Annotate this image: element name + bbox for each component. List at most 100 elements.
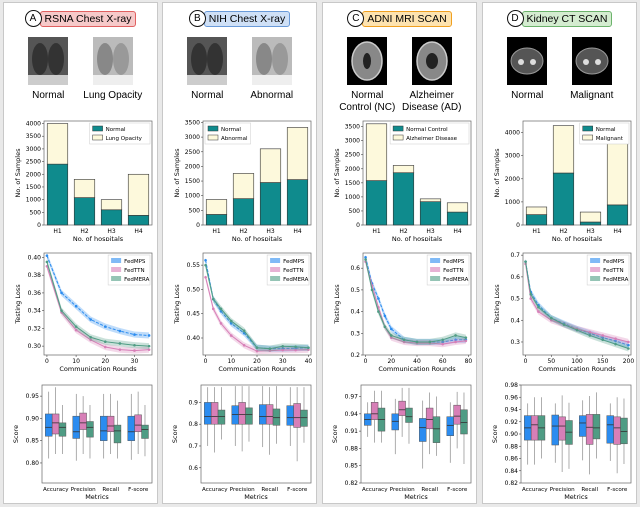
sample-image: Normal xyxy=(496,37,558,102)
box-Accuracy-FedTTN xyxy=(370,390,379,443)
point-FedTTN xyxy=(268,349,272,352)
y-tick-label: 0.6 xyxy=(188,465,198,472)
point-FedMERA xyxy=(281,344,285,348)
box-Accuracy-FedMERA xyxy=(537,397,546,459)
bar-H2-normal xyxy=(73,197,96,226)
line-FedTTN xyxy=(46,266,150,352)
point-FedMERA xyxy=(454,334,457,337)
y-tick-label: 0.40 xyxy=(187,335,201,342)
x-axis-label: No. of hospitals xyxy=(73,235,124,241)
bar-H4-alzheimer-disease xyxy=(446,202,469,213)
box-F-score-FedMERA xyxy=(300,387,308,443)
y-tick-label: 4000 xyxy=(505,130,520,137)
y-axis-label: Testing Loss xyxy=(493,284,501,325)
point-FedMERA xyxy=(524,260,527,263)
y-tick-label: 0.96 xyxy=(505,394,519,401)
legend-label: FedTTN xyxy=(443,268,463,274)
y-axis-label: Score xyxy=(491,425,499,443)
y-tick-label: 0.6 xyxy=(350,265,360,272)
legend-label: Normal xyxy=(221,127,241,133)
point-FedMERA xyxy=(537,305,540,309)
box-Precision-FedTTN xyxy=(398,387,406,437)
sample-image-label: Lung Opacity xyxy=(83,90,143,101)
xray-scan-image xyxy=(251,37,292,85)
x-tick-label: Accuracy xyxy=(43,487,69,493)
point-FedMPS xyxy=(133,333,136,336)
y-tick-label: 0.82 xyxy=(345,480,359,487)
legend-swatch xyxy=(270,267,281,272)
x-tick-label: 150 xyxy=(597,358,609,365)
box-Precision-FedMPS xyxy=(391,398,399,455)
point-FedMERA xyxy=(268,347,272,350)
box-Recall-FedTTN xyxy=(265,387,274,455)
x-axis-label: Communication Rounds xyxy=(218,365,296,373)
legend-swatch xyxy=(207,134,219,141)
bar-chart: H1 H2 H3 H4 0 500 1000 1500 2000 2500 3000 3500 No. … xyxy=(173,119,312,241)
point-FedTTN xyxy=(229,334,233,337)
x-axis-label: Metrics xyxy=(564,493,588,501)
y-tick-label: 2000 xyxy=(185,163,200,170)
legend-label: FedMERA xyxy=(124,277,150,283)
box-Recall-FedMERA xyxy=(113,400,122,459)
y-tick-label: 500 xyxy=(30,209,42,216)
xray-scan-image xyxy=(187,37,228,85)
x-tick-label: H4 xyxy=(453,228,462,235)
point-FedTTN xyxy=(601,334,605,337)
bar-H3-alzheimer-disease xyxy=(419,198,442,202)
legend-label: FedTTN xyxy=(603,268,623,274)
y-tick-label: 0.88 xyxy=(505,443,519,450)
y-tick-label: 0.36 xyxy=(28,290,42,297)
bar-H3-malignant xyxy=(579,211,602,223)
x-axis-label: Communication Rounds xyxy=(59,365,137,373)
plot-frame xyxy=(43,252,153,356)
point-FedMERA xyxy=(575,328,579,332)
point-FedTTN xyxy=(242,343,246,347)
y-tick-label: 0.40 xyxy=(28,254,42,261)
point-FedMPS xyxy=(147,334,151,337)
sample-image-label: Normal Control (NC) xyxy=(339,90,396,113)
legend-label: FedMPS xyxy=(124,259,146,265)
bar-H1-normal xyxy=(525,214,548,226)
bar-H1-normal-control xyxy=(365,180,388,226)
x-tick-label: Accuracy xyxy=(522,487,548,493)
y-tick-label: 500 xyxy=(189,207,201,214)
legend-label: FedMPS xyxy=(283,259,305,265)
y-tick-label: 0.32 xyxy=(28,325,42,332)
confidence-band-FedTTN xyxy=(205,274,309,355)
sample-image: Alzheimer Disease (AD) xyxy=(401,37,463,114)
point-FedTTN xyxy=(118,348,122,351)
point-FedMPS xyxy=(441,340,445,344)
box-Recall-FedTTN xyxy=(585,396,594,475)
y-tick-label: 0.95 xyxy=(26,393,40,400)
x-axis-label: Communication Rounds xyxy=(538,365,616,373)
x-tick-label: H1 xyxy=(532,228,541,235)
legend-swatch xyxy=(92,134,103,141)
x-axis-label: Metrics xyxy=(244,493,268,501)
x-axis-label: No. of hospitals xyxy=(392,235,443,241)
point-FedMERA xyxy=(441,338,445,342)
x-tick-label: F-score xyxy=(447,487,468,493)
point-FedMERA xyxy=(211,297,215,301)
point-FedTTN xyxy=(281,348,285,352)
x-tick-label: Precision xyxy=(230,487,255,493)
point-FedTTN xyxy=(389,336,393,339)
dataset-header: B NIH Chest X-ray xyxy=(163,10,316,27)
point-FedTTN xyxy=(529,297,533,300)
point-FedMPS xyxy=(383,314,387,318)
xray-scan-image xyxy=(92,37,133,85)
y-tick-label: 0.98 xyxy=(505,382,519,389)
line-FedMPS xyxy=(525,261,629,346)
y-tick-label: 0.97 xyxy=(345,394,359,401)
point-FedMPS xyxy=(45,254,49,257)
y-tick-label: 1500 xyxy=(26,184,41,191)
point-FedTTN xyxy=(441,342,445,346)
line-chart: 0 50 100 150 200 0.3 0.4 0.5 0.6 0.7 Testing Loss C… xyxy=(493,252,634,373)
y-tick-label: 2500 xyxy=(345,152,360,159)
y-tick-label: 3000 xyxy=(345,138,360,145)
point-FedMPS xyxy=(118,329,122,333)
box-Recall-FedMERA xyxy=(272,386,281,444)
box-Accuracy-FedTTN xyxy=(530,397,539,465)
point-FedMERA xyxy=(147,344,151,348)
x-tick-label: H4 xyxy=(134,228,143,235)
sample-image: Normal xyxy=(176,37,238,102)
